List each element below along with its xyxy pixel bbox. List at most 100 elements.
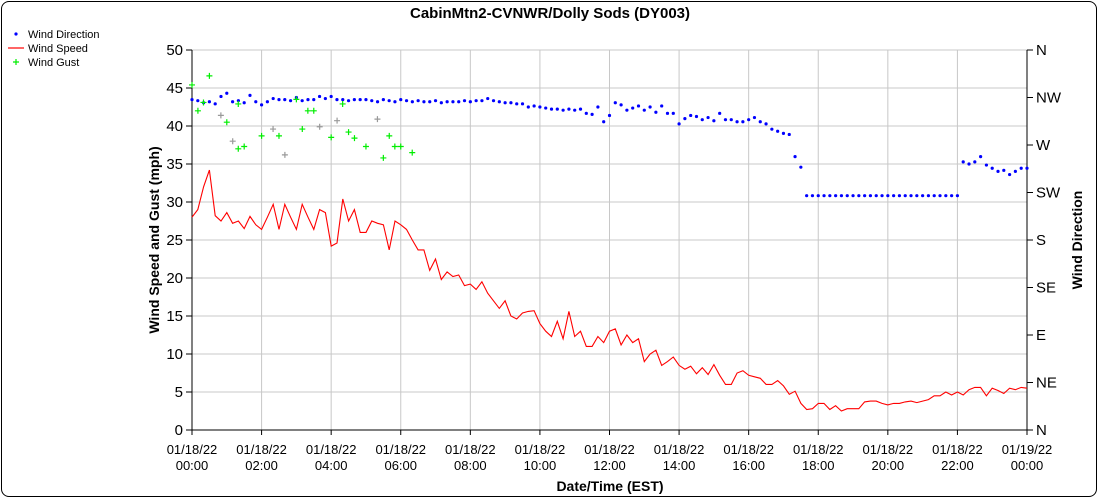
x-tick-time: 04:00 xyxy=(315,458,348,473)
wind-direction-point xyxy=(921,194,925,198)
wind-direction-point xyxy=(422,100,426,104)
wind-gust-point xyxy=(281,151,288,158)
wind-gust-point xyxy=(223,119,230,126)
wind-gust-point xyxy=(345,129,352,136)
wind-direction-point xyxy=(671,111,675,115)
wind-gust-point xyxy=(229,138,236,145)
wind-direction-point xyxy=(787,132,791,137)
wind-direction-point xyxy=(984,163,989,167)
wind-direction-point xyxy=(265,100,269,104)
wind-gust-point xyxy=(235,145,242,152)
wind-direction-point xyxy=(776,129,780,133)
y2-tick-label: SE xyxy=(1036,280,1056,297)
wind-direction-point xyxy=(654,110,658,114)
wind-direction-point xyxy=(834,194,838,198)
y-tick-label: 40 xyxy=(166,118,183,135)
wind-direction-point xyxy=(242,101,246,105)
x-tick-time: 02:00 xyxy=(245,458,278,473)
wind-direction-point xyxy=(706,115,710,120)
x-tick-date: 01/18/22 xyxy=(167,442,218,457)
wind-direction-point xyxy=(694,114,699,119)
wind-direction-point xyxy=(457,100,461,104)
wind-direction-point xyxy=(549,107,554,111)
y2-tick-label: E xyxy=(1036,327,1046,344)
y-tick-label: 20 xyxy=(166,270,183,287)
x-tick-date: 01/18/22 xyxy=(515,442,566,457)
wind-direction-point xyxy=(567,107,571,111)
wind-direction-point xyxy=(346,99,351,103)
wind-gust-point xyxy=(206,72,213,79)
wind-direction-point xyxy=(683,117,687,121)
wind-direction-point xyxy=(857,194,861,198)
wind-direction-point xyxy=(660,104,664,108)
wind-gust-point xyxy=(316,123,323,130)
x-tick-time: 22:00 xyxy=(941,458,974,473)
wind-direction-point xyxy=(462,99,467,103)
wind-direction-point xyxy=(486,96,490,101)
wind-direction-point xyxy=(607,113,612,118)
wind-direction-point xyxy=(399,98,403,102)
wind-direction-point xyxy=(718,111,722,115)
wind-direction-point xyxy=(932,194,936,198)
wind-direction-point xyxy=(886,194,890,198)
wind-direction-point xyxy=(236,99,240,103)
wind-gust-point xyxy=(362,143,369,150)
wind-direction-point xyxy=(381,98,385,102)
wind-gust-point xyxy=(391,143,398,150)
wind-direction-point xyxy=(561,108,565,112)
wind-direction-point xyxy=(613,101,617,105)
wind-direction-point xyxy=(259,103,264,107)
wind-direction-point xyxy=(474,99,478,103)
wind-direction-point xyxy=(915,194,919,198)
wind-gust-point xyxy=(351,135,358,142)
y2-tick-label: N xyxy=(1036,422,1047,439)
x-tick-date: 01/18/22 xyxy=(863,442,914,457)
y-axis-label: Wind Speed and Gust (mph) xyxy=(146,146,162,333)
chart-title: CabinMtn2-CVNWR/Dolly Sods (DY003) xyxy=(410,5,690,22)
y2-tick-label: SW xyxy=(1036,185,1061,202)
wind-gust-point xyxy=(386,132,393,139)
wind-direction-point xyxy=(892,194,896,198)
legend-label: Wind Gust xyxy=(28,57,79,69)
wind-direction-point xyxy=(445,100,449,104)
x-tick-date: 01/19/22 xyxy=(1002,442,1053,457)
wind-direction-point xyxy=(283,98,287,102)
x-tick-date: 01/18/22 xyxy=(236,442,287,457)
wind-gust-point xyxy=(328,134,335,141)
wind-direction-point xyxy=(213,102,217,106)
wind-direction-point xyxy=(1002,168,1006,172)
wind-gust-point xyxy=(380,154,387,161)
wind-direction-point xyxy=(967,162,971,166)
wind-direction-point xyxy=(863,194,867,198)
y-tick-label: 45 xyxy=(166,80,183,97)
wind-direction-point xyxy=(602,120,606,124)
wind-gust-point xyxy=(235,100,242,107)
wind-direction-point xyxy=(764,122,768,126)
x-tick-time: 00:00 xyxy=(1011,458,1044,473)
wind-direction-point xyxy=(729,118,733,122)
wind-direction-point xyxy=(1025,166,1029,170)
wind-direction-point xyxy=(480,99,484,103)
wind-direction-point xyxy=(979,155,983,159)
x-tick-time: 18:00 xyxy=(802,458,835,473)
wind-direction-point xyxy=(196,99,200,103)
wind-direction-point xyxy=(839,194,844,198)
x-tick-time: 16:00 xyxy=(732,458,765,473)
wind-gust-point xyxy=(293,96,300,103)
wind-direction-point xyxy=(288,99,293,103)
wind-direction-point xyxy=(619,103,623,107)
wind-direction-point xyxy=(416,99,420,103)
wind-direction-point xyxy=(323,96,327,101)
wind-direction-point xyxy=(625,108,629,112)
wind-direction-point xyxy=(758,120,762,124)
wind-gust-point xyxy=(339,100,346,107)
wind-direction-point xyxy=(497,100,501,104)
wind-gust-point xyxy=(299,126,306,133)
x-tick-date: 01/18/22 xyxy=(723,442,774,457)
wind-direction-point xyxy=(503,101,507,105)
wind-direction-point xyxy=(897,194,902,198)
wind-direction-point xyxy=(712,119,716,123)
wind-direction-point xyxy=(944,194,948,198)
wind-direction-point xyxy=(375,100,380,104)
